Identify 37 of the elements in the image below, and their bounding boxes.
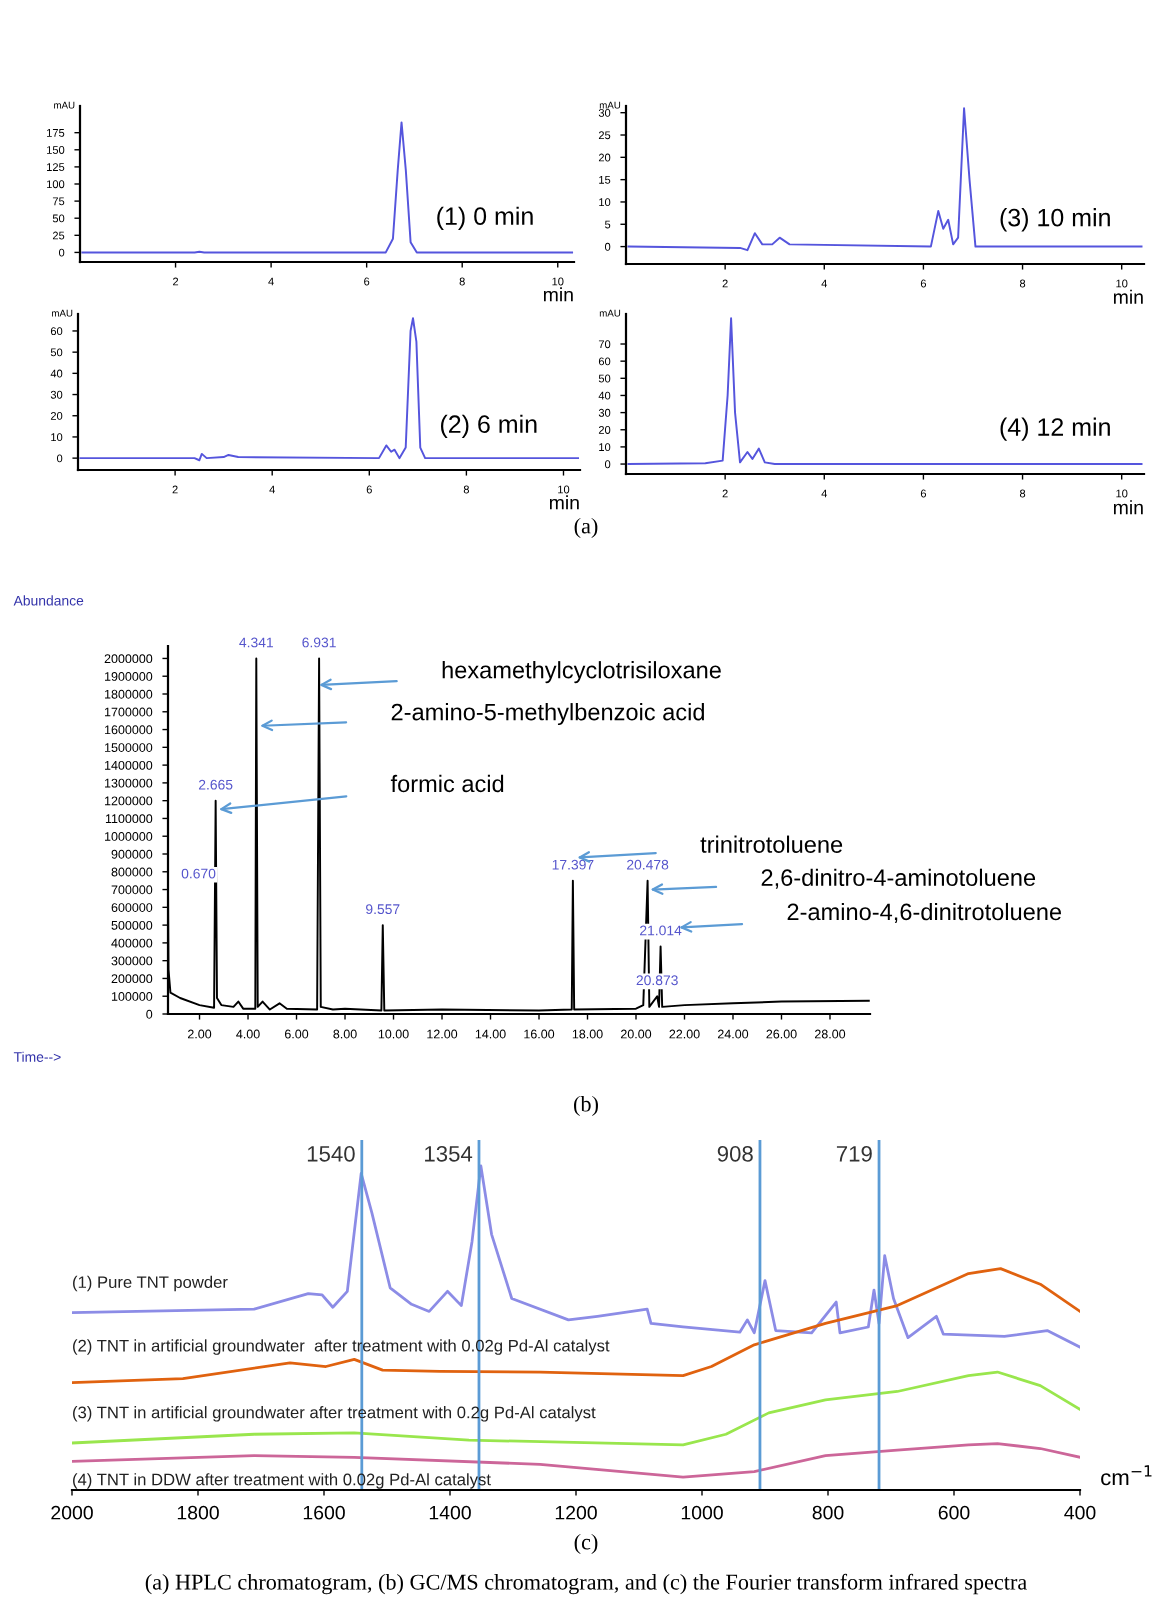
x-tick-label: 400: [1064, 1505, 1096, 1520]
annotation: trinitrotoluene: [700, 835, 843, 853]
x-tick-label: 1400: [429, 1505, 471, 1520]
text: (c): [574, 1533, 598, 1555]
x-tick-label: 1000: [681, 1505, 723, 1520]
annotation: hexamethylcyclotrisiloxane: [442, 661, 721, 684]
x-axis-title: min: [1113, 500, 1143, 515]
line-series: [79, 317, 580, 462]
x-tick-label: 800: [812, 1505, 844, 1520]
x-tick-label: 1800: [177, 1505, 219, 1520]
line-series: [627, 317, 1143, 466]
ref-line-label: 719: [836, 1145, 872, 1162]
ref-line-label: 1354: [425, 1145, 473, 1162]
text: (a): [574, 517, 598, 539]
line-series: [627, 107, 1143, 252]
x-axis-title: min: [1113, 289, 1143, 304]
x-tick-label: 1600: [303, 1505, 345, 1520]
x-tick-label: 600: [938, 1505, 970, 1520]
ref-line-label: 1540: [307, 1145, 355, 1162]
annotation: 2,6-dinitro-4-aminotoluene: [761, 868, 1036, 889]
series-label: (1) Pure TNT powder: [73, 1275, 228, 1292]
line-series: [81, 121, 574, 254]
text: (a) HPLC chromatogram, (b) GC/MS chromatogram, and (c) the Fourier transform infrared spectra: [145, 1573, 1027, 1595]
x-axis-title: cm$^{−1}$: [1101, 1465, 1152, 1486]
x-axis-title: min: [543, 287, 573, 302]
ref-line-label: 908: [717, 1145, 753, 1162]
annotation: (2) 6 min: [440, 414, 537, 438]
annotation: (1) 0 min: [437, 206, 533, 230]
x-axis-title: min: [549, 495, 579, 510]
annotation: (4) 12 min: [1000, 417, 1110, 441]
x-tick-label: 2000: [51, 1505, 93, 1520]
text: (b): [574, 1095, 598, 1117]
annotation: 2-amino-5-methylbenzoic acid: [391, 703, 704, 726]
x-tick-label: 1200: [555, 1505, 597, 1520]
annotation: formic acid: [390, 774, 504, 793]
annotation: (3) 10 min: [1000, 208, 1110, 232]
annotation: 2-amino-4,6-dinitrotoluene: [787, 902, 1062, 924]
